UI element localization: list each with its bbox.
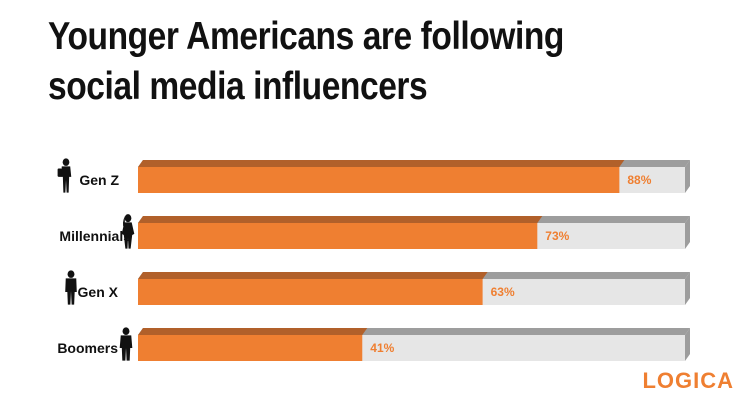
bar-track-side <box>685 216 690 249</box>
bar-track-side <box>685 272 690 305</box>
value-label: 88% <box>627 173 651 187</box>
bar <box>138 167 620 193</box>
bar-track-side <box>685 160 690 193</box>
category-label: Gen Z <box>79 172 119 188</box>
bar-track-side <box>685 328 690 361</box>
bar <box>138 335 363 361</box>
person-silhouette-icon <box>65 270 77 305</box>
bar-top <box>138 272 488 279</box>
value-label: 73% <box>545 229 569 243</box>
value-label: 63% <box>491 285 515 299</box>
chart-title: Younger Americans are following social m… <box>48 15 564 108</box>
bar-top <box>138 160 625 167</box>
bar <box>138 279 483 305</box>
person-silhouette-icon <box>57 158 72 193</box>
category-label: Gen X <box>78 284 119 300</box>
category-label: Boomers <box>57 340 118 356</box>
value-label: 41% <box>370 341 394 355</box>
bar <box>138 223 538 249</box>
bar-top <box>138 328 368 335</box>
category-label: Millennials <box>59 228 131 244</box>
person-silhouette-icon <box>119 327 133 361</box>
bar-top <box>138 216 543 223</box>
brand-logo: LOGICA <box>642 368 734 393</box>
